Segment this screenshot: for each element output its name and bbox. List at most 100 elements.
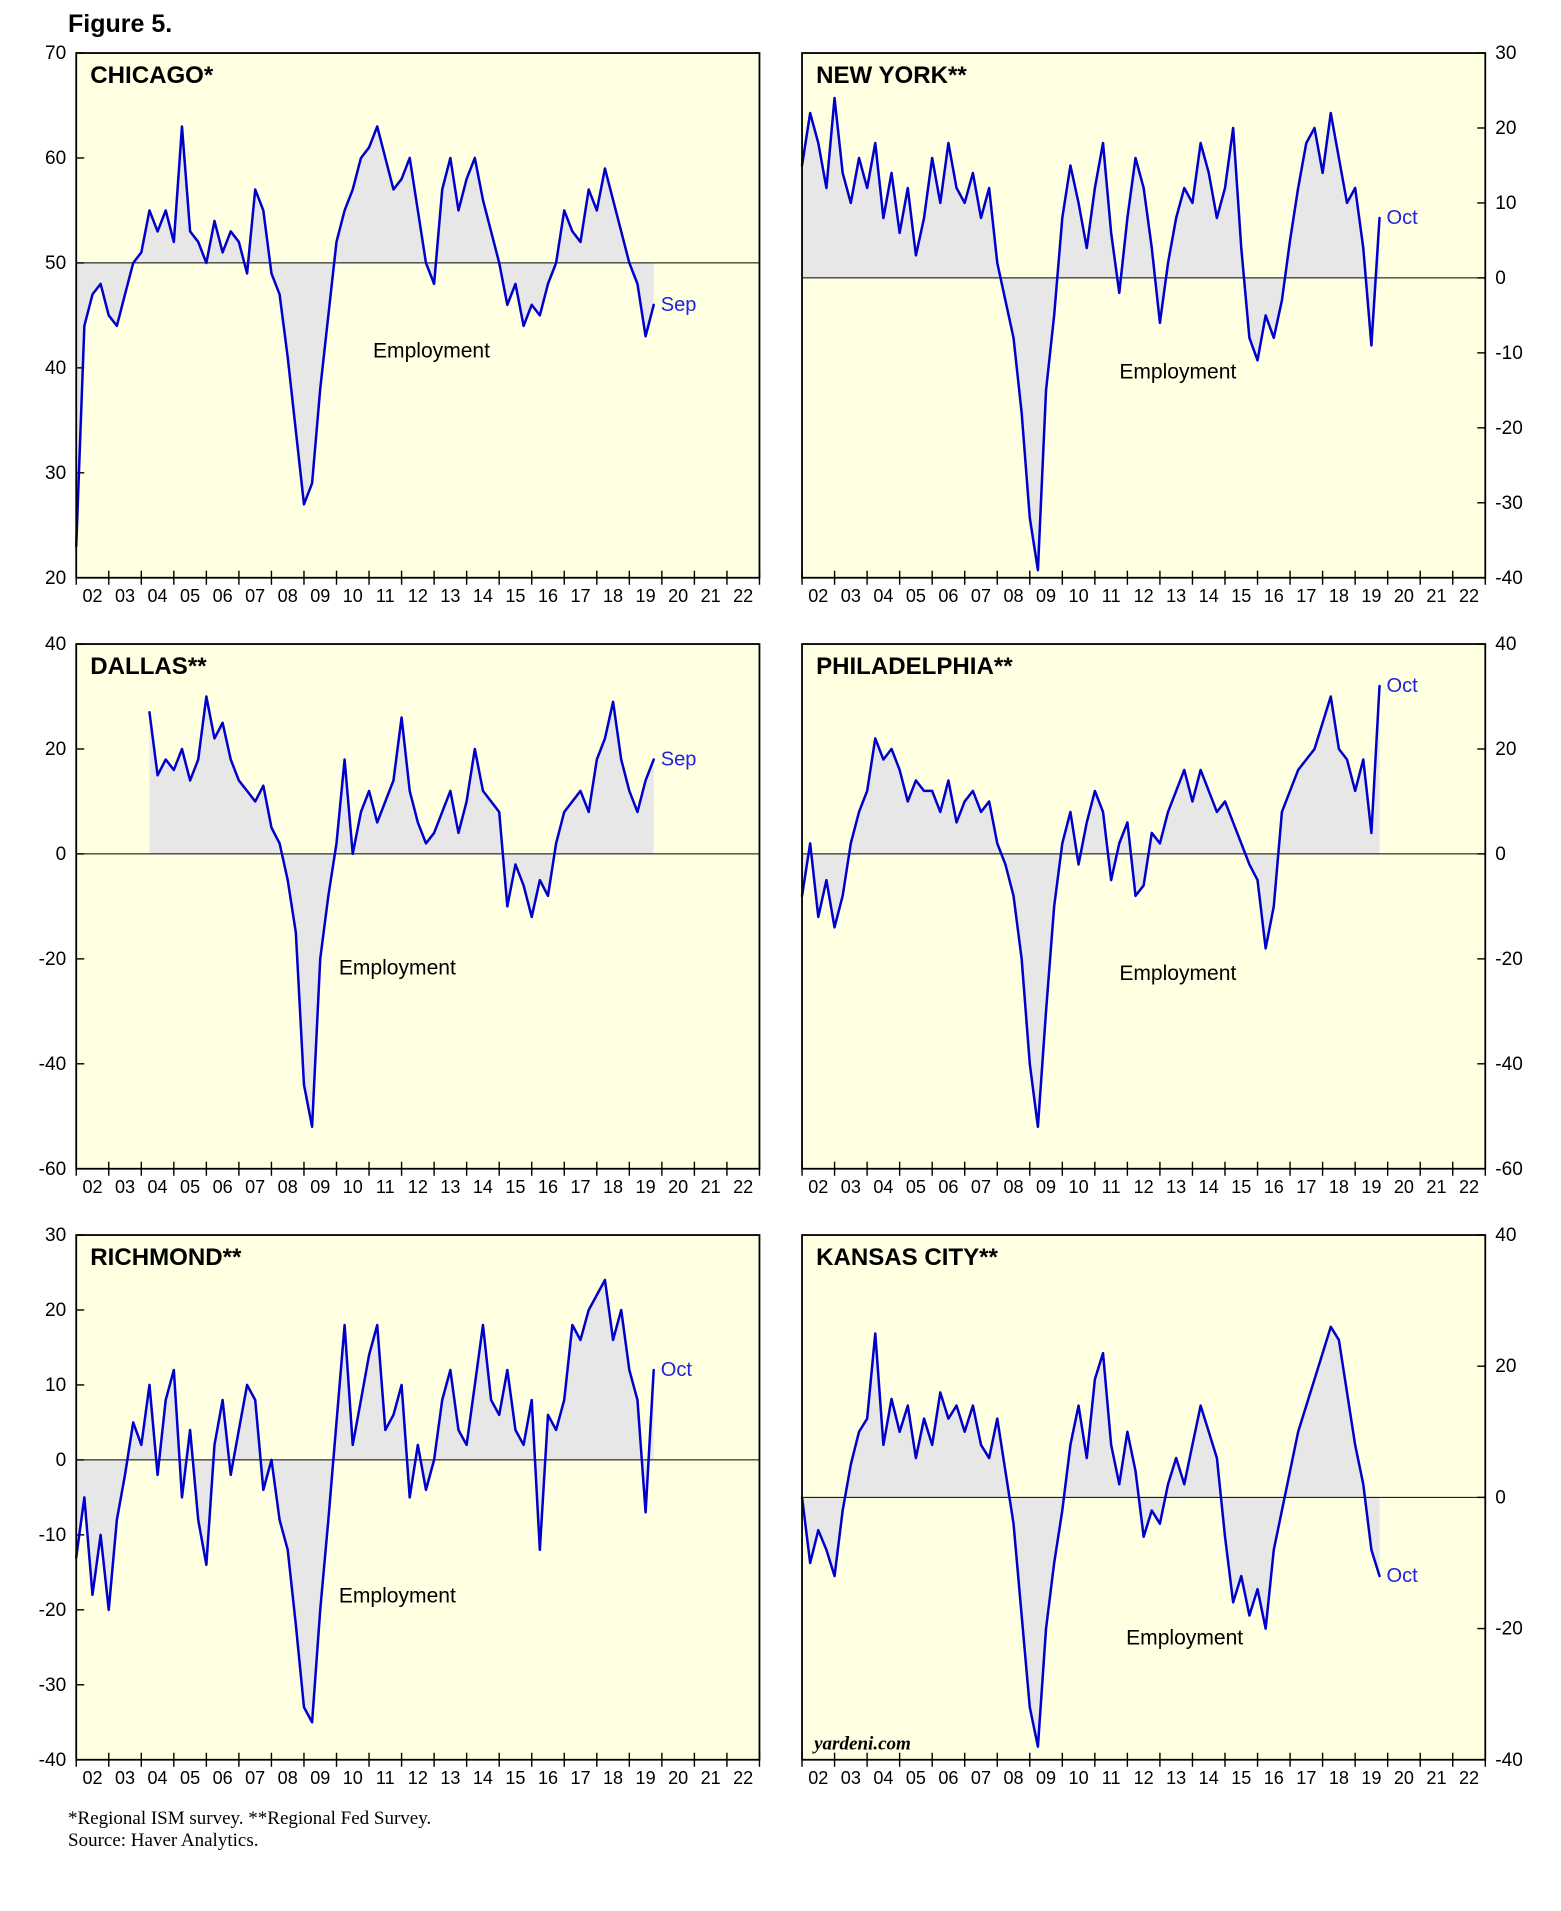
y-tick-label: 0 — [1495, 1487, 1506, 1508]
chart-grid: 02 03 04 05 06 07 08 09 10 11 12 13 14 15 16 17 18 19 20 21… — [10, 45, 1551, 1804]
y-tick-label: 20 — [45, 568, 66, 589]
x-tick-label: 07 — [245, 586, 265, 606]
y-tick-label: 20 — [45, 739, 66, 760]
x-tick-label: 08 — [1003, 586, 1023, 606]
series-line — [74, 125, 655, 548]
latest-month-label: Oct — [1386, 675, 1418, 697]
y-tick-label: 0 — [56, 844, 67, 865]
y-tick-label: 0 — [1495, 268, 1506, 289]
x-tick-label: 16 — [1263, 586, 1283, 606]
dallas-chart: 02 03 04 05 06 07 08 09 10 11 12 13 14 15 16 17 18 19 20 21… — [39, 636, 761, 1197]
x-tick-label: 09 — [1036, 1177, 1056, 1197]
y-tick-label: -20 — [39, 1600, 67, 1621]
x-tick-label: 19 — [636, 1177, 656, 1197]
x-tick-label: 04 — [148, 1768, 168, 1788]
x-tick-label: 02 — [82, 586, 102, 606]
x-tick-label: 18 — [603, 586, 623, 606]
series-label: Employment — [339, 1584, 456, 1607]
latest-month-label: Oct — [1386, 1565, 1418, 1587]
x-tick-label: 19 — [1361, 1177, 1381, 1197]
y-tick-label: -40 — [1495, 568, 1523, 589]
x-tick-label: 08 — [1003, 1768, 1023, 1788]
x-tick-label: 18 — [1328, 1768, 1348, 1788]
y-tick-label: 10 — [45, 1375, 66, 1396]
x-tick-label: 19 — [636, 586, 656, 606]
footnote-surveys: *Regional ISM survey. **Regional Fed Sur… — [68, 1807, 432, 1829]
latest-month-label: Sep — [661, 294, 697, 316]
panel-title: NEW YORK** — [816, 62, 967, 89]
x-tick-label: 11 — [1101, 1768, 1120, 1788]
x-tick-label: 15 — [1231, 1177, 1251, 1197]
plot-border — [75, 1233, 761, 1761]
x-tick-label: 05 — [180, 1177, 200, 1197]
y-tick-label: -20 — [1495, 1618, 1523, 1639]
x-tick-label: 10 — [343, 1177, 363, 1197]
x-tick-label: 10 — [1068, 1768, 1088, 1788]
y-tick-label: -20 — [39, 949, 67, 970]
x-tick-label: 09 — [310, 1177, 330, 1197]
x-tick-label: 21 — [701, 1177, 721, 1197]
plot-area — [76, 53, 760, 578]
footnote-source: Source: Haver Analytics. — [68, 1829, 259, 1851]
x-tick-label: 05 — [180, 586, 200, 606]
y-tick-label: 30 — [45, 1227, 66, 1246]
x-tick-label: 13 — [440, 1768, 460, 1788]
x-tick-label: 14 — [1198, 1768, 1218, 1788]
x-tick-label: 13 — [440, 1177, 460, 1197]
x-tick-label: 17 — [570, 1177, 590, 1197]
series-label: Employment — [1126, 1626, 1243, 1649]
x-tick-label: 06 — [938, 586, 958, 606]
x-tick-label: 07 — [245, 1768, 265, 1788]
y-tick-label: -40 — [39, 1750, 67, 1771]
x-tick-label: 07 — [970, 1768, 990, 1788]
series-line — [800, 96, 1381, 572]
x-tick-label: 17 — [570, 586, 590, 606]
x-tick-label: 20 — [668, 586, 688, 606]
x-tick-label: 17 — [570, 1768, 590, 1788]
x-tick-label: 11 — [376, 1768, 395, 1788]
x-tick-label: 06 — [213, 1177, 233, 1197]
series-fill — [76, 126, 654, 547]
y-tick-label: 20 — [1495, 739, 1516, 760]
x-tick-label: 17 — [1296, 1177, 1316, 1197]
y-tick-label: 60 — [45, 148, 66, 169]
x-tick-label: 14 — [473, 586, 493, 606]
x-tick-label: 12 — [1133, 1177, 1153, 1197]
plot-border — [75, 643, 761, 1170]
x-tick-label: 12 — [408, 1177, 428, 1197]
philadelphia-chart: 02 03 04 05 06 07 08 09 10 11 12 13 14 15 16 17 18 19 20 21… — [800, 636, 1522, 1197]
x-tick-label: 15 — [505, 1768, 525, 1788]
y-tick-label: 0 — [56, 1450, 67, 1471]
x-tick-label: 13 — [1166, 1177, 1186, 1197]
latest-month-label: Oct — [1386, 207, 1418, 229]
x-tick-label: 05 — [180, 1768, 200, 1788]
x-tick-label: 14 — [1198, 1177, 1218, 1197]
series-line — [74, 1278, 655, 1724]
y-tick-label: -30 — [39, 1675, 67, 1696]
x-tick-label: 20 — [668, 1177, 688, 1197]
x-tick-label: 13 — [1166, 586, 1186, 606]
panel-title: DALLAS** — [90, 653, 207, 680]
x-tick-label: 12 — [1133, 1768, 1153, 1788]
x-tick-label: 16 — [1263, 1177, 1283, 1197]
x-tick-label: 12 — [408, 586, 428, 606]
series-fill — [801, 685, 1380, 1127]
x-tick-label: 20 — [1393, 1177, 1413, 1197]
x-tick-label: 20 — [1393, 586, 1413, 606]
new-york-chart: 02 03 04 05 06 07 08 09 10 11 12 13 14 15 16 17 18 19 20 21… — [800, 45, 1523, 606]
watermark-text: yardeni.com — [812, 1733, 911, 1754]
x-tick-label: 06 — [213, 1768, 233, 1788]
series-label: Employment — [1119, 962, 1236, 985]
x-tick-label: 07 — [970, 586, 990, 606]
x-tick-label: 16 — [1263, 1768, 1283, 1788]
series-fill — [801, 1326, 1380, 1747]
x-tick-label: 05 — [905, 1177, 925, 1197]
x-tick-label: 22 — [1458, 586, 1478, 606]
x-tick-label: 20 — [668, 1768, 688, 1788]
x-tick-label: 04 — [148, 1177, 168, 1197]
x-tick-label: 09 — [310, 586, 330, 606]
x-tick-label: 19 — [1361, 586, 1381, 606]
x-tick-label: 10 — [1068, 1177, 1088, 1197]
x-tick-label: 21 — [1426, 1768, 1446, 1788]
series-line — [800, 1325, 1381, 1748]
